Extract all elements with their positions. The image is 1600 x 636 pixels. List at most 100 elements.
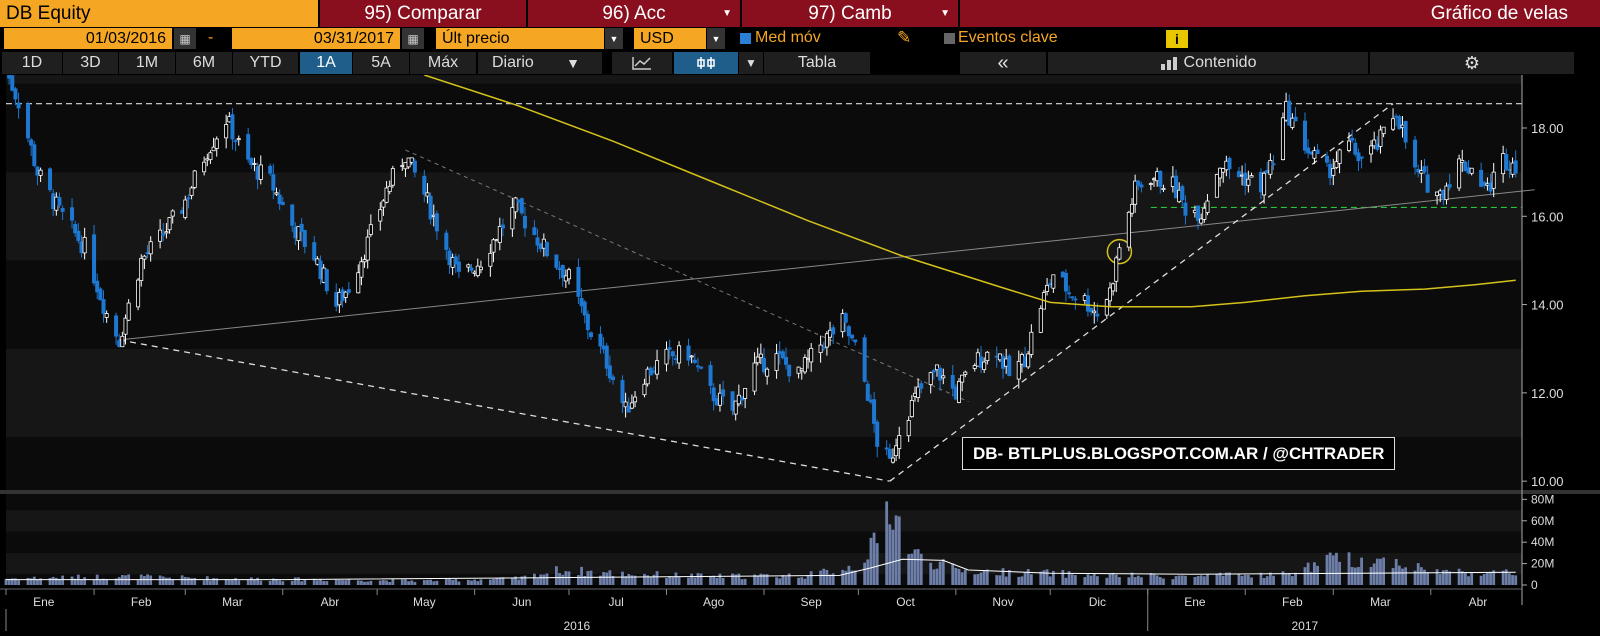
volume-bar bbox=[627, 573, 631, 585]
period-1a-button[interactable]: 1A bbox=[300, 52, 352, 74]
candle-body bbox=[1302, 120, 1307, 151]
frequency-select[interactable]: Diario ▼ bbox=[478, 52, 602, 74]
candle-body bbox=[161, 233, 166, 236]
candlestick-chart[interactable]: 10.00 12.00 14.00 16.00 18.00 0 20M 40M 60M 80M E… bbox=[0, 75, 1600, 636]
collapse-button[interactable]: « bbox=[960, 52, 1046, 74]
currency-caret-icon[interactable]: ▼ bbox=[707, 28, 725, 49]
volume-bar bbox=[1448, 571, 1452, 585]
candle-chart-icon[interactable] bbox=[674, 52, 738, 74]
candle-body bbox=[1356, 152, 1361, 162]
frequency-caret-icon: ▼ bbox=[566, 55, 580, 71]
candle-body bbox=[1063, 272, 1068, 292]
period-6m-button[interactable]: 6M bbox=[176, 52, 232, 74]
candle-body bbox=[780, 351, 785, 359]
volume-bar bbox=[444, 578, 448, 585]
candle-body bbox=[57, 197, 62, 206]
price-field-caret-icon[interactable]: ▼ bbox=[605, 28, 623, 49]
end-calendar-icon[interactable]: ▦ bbox=[402, 28, 424, 49]
volume-bar bbox=[1083, 577, 1087, 585]
candle-body bbox=[985, 351, 990, 362]
candle-body bbox=[400, 165, 405, 167]
info-icon[interactable]: i bbox=[1166, 30, 1188, 48]
price-field-select[interactable]: Últ precio bbox=[436, 28, 604, 49]
price-tick-label: 14.00 bbox=[1531, 298, 1564, 313]
candle-body bbox=[717, 392, 722, 406]
candle-body bbox=[340, 289, 345, 302]
volume-bar bbox=[4, 578, 8, 585]
period-max-button[interactable]: Máx bbox=[410, 52, 476, 74]
start-calendar-icon[interactable]: ▦ bbox=[174, 28, 196, 49]
volume-bar bbox=[998, 575, 1002, 585]
volume-bar bbox=[841, 569, 845, 585]
period-ytd-button[interactable]: YTD bbox=[233, 52, 298, 74]
candle-body bbox=[189, 187, 194, 196]
content-button[interactable]: Contenido bbox=[1048, 52, 1368, 74]
candle-body bbox=[16, 102, 21, 109]
volume-bar bbox=[765, 574, 769, 585]
volume-bar bbox=[1020, 576, 1024, 585]
candle-body bbox=[777, 351, 782, 355]
volume-bar bbox=[61, 575, 65, 585]
volume-bar bbox=[1265, 576, 1269, 585]
volume-bar bbox=[693, 577, 697, 585]
volume-bar bbox=[1089, 575, 1093, 585]
settings-gear-icon[interactable]: ⚙ bbox=[1370, 52, 1574, 74]
moving-avg-checkbox[interactable] bbox=[740, 33, 751, 44]
candle-body bbox=[412, 160, 417, 173]
volume-bar bbox=[510, 577, 514, 585]
volume-bar bbox=[787, 573, 791, 585]
table-button[interactable]: Tabla bbox=[764, 52, 870, 74]
volume-bar bbox=[1193, 577, 1197, 585]
candle-body bbox=[894, 445, 899, 457]
chart-style-caret-icon[interactable]: ▼ bbox=[739, 52, 763, 74]
price-tick-label: 16.00 bbox=[1531, 209, 1564, 224]
volume-bar bbox=[48, 577, 52, 585]
pencil-icon[interactable]: ✎ bbox=[897, 28, 912, 47]
actions-button[interactable]: 96) Acc ▼ bbox=[526, 0, 740, 27]
volume-bar bbox=[32, 576, 36, 585]
volume-bar bbox=[545, 573, 549, 585]
change-button[interactable]: 97) Camb ▼ bbox=[740, 0, 958, 27]
candle-body bbox=[224, 124, 229, 139]
candle-body bbox=[494, 239, 499, 242]
candle-body bbox=[180, 210, 185, 214]
volume-bar bbox=[224, 579, 228, 585]
volume-bar bbox=[778, 578, 782, 585]
volume-bar bbox=[14, 578, 17, 585]
volume-bar bbox=[1441, 570, 1445, 585]
compare-button[interactable]: 95) Comparar bbox=[318, 0, 526, 27]
month-label: Sep bbox=[800, 595, 822, 609]
candle-body bbox=[1375, 143, 1380, 150]
candle-body bbox=[843, 313, 848, 323]
ticker-field[interactable]: DB Equity bbox=[0, 0, 318, 27]
volume-bar bbox=[325, 581, 329, 585]
volume-bar bbox=[674, 572, 678, 585]
candle-body bbox=[648, 367, 653, 376]
volume-bar bbox=[1162, 578, 1165, 585]
candle-body bbox=[541, 238, 546, 249]
end-date-field[interactable]: 03/31/2017 bbox=[232, 28, 400, 49]
currency-select[interactable]: USD bbox=[634, 28, 706, 49]
candle-body bbox=[752, 362, 757, 392]
period-3d-button[interactable]: 3D bbox=[63, 52, 118, 74]
volume-bar bbox=[1379, 558, 1382, 585]
period-1d-button[interactable]: 1D bbox=[2, 52, 62, 74]
start-date-field[interactable]: 01/03/2016 bbox=[4, 28, 172, 49]
candle-body bbox=[1073, 298, 1078, 301]
candle-body bbox=[919, 383, 924, 389]
candle-body bbox=[32, 144, 37, 167]
candle-body bbox=[249, 158, 254, 166]
line-chart-icon[interactable] bbox=[612, 52, 672, 74]
candle-body bbox=[318, 260, 323, 280]
period-1m-button[interactable]: 1M bbox=[119, 52, 175, 74]
volume-bar bbox=[583, 576, 587, 585]
candle-body bbox=[1089, 308, 1094, 313]
period-5a-button[interactable]: 5A bbox=[353, 52, 409, 74]
month-label: Abr bbox=[1469, 595, 1488, 609]
candle-body bbox=[1246, 178, 1251, 186]
candle-body bbox=[136, 279, 141, 308]
candle-body bbox=[774, 353, 779, 371]
volume-bar bbox=[831, 573, 835, 585]
candle-body bbox=[236, 138, 241, 141]
key-events-checkbox[interactable] bbox=[944, 33, 955, 44]
